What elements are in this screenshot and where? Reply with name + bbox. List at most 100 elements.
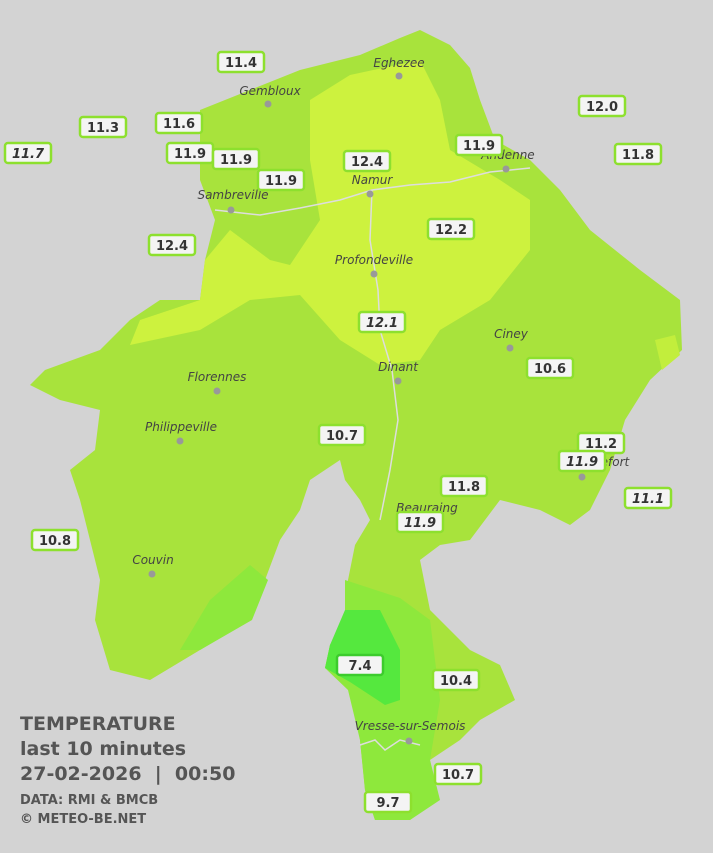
station-temp: 10.8 [39, 534, 71, 549]
station-temp: 11.1 [632, 492, 664, 507]
cool-zone [180, 565, 268, 650]
station-temp: 10.6 [534, 362, 566, 377]
town-dot [227, 206, 235, 214]
town-name: Florennes [188, 370, 247, 384]
warm-zone [130, 60, 530, 365]
station-box [426, 217, 476, 241]
station: 11.9 [395, 510, 445, 534]
station: 9.7 [363, 790, 413, 814]
subtitle: last 10 minutes [20, 738, 186, 760]
station-box [357, 310, 407, 334]
station: 7.4 [335, 653, 385, 677]
station-box [363, 790, 413, 814]
station-box [3, 141, 53, 165]
station: 10.8 [30, 528, 80, 552]
title: TEMPERATURE [20, 713, 176, 735]
station-box [147, 233, 197, 257]
station: 12.4 [342, 149, 392, 173]
station-box [613, 142, 663, 166]
town-dot [176, 437, 184, 445]
station: 11.9 [165, 141, 215, 165]
station-box [623, 486, 673, 510]
station-temp: 11.9 [463, 139, 495, 154]
station-temp: 12.4 [156, 239, 188, 254]
station: 11.9 [454, 133, 504, 157]
town-dot [264, 100, 272, 108]
station-temp: 11.2 [585, 437, 617, 452]
station-temp: 11.9 [265, 174, 297, 189]
station-box [525, 356, 575, 380]
river [369, 189, 399, 521]
town-dot [366, 190, 374, 198]
station-box [342, 149, 392, 173]
station: 12.1 [357, 310, 407, 334]
station-box [256, 168, 306, 192]
source: DATA: RMI & BMCB [20, 793, 158, 808]
station: 11.9 [557, 449, 607, 473]
station-box [30, 528, 80, 552]
town-name: Philippeville [145, 420, 217, 434]
station: 11.9 [211, 147, 261, 171]
town-name: Ciney [494, 327, 529, 341]
station-box [454, 133, 504, 157]
station-box [431, 668, 481, 692]
station-box [211, 147, 261, 171]
station-box [216, 50, 266, 74]
station-temp: 10.4 [440, 674, 472, 689]
town-dot [370, 270, 378, 278]
town-name: Sambreville [197, 188, 268, 202]
station-temp: 11.9 [220, 153, 252, 168]
town-name: Dinant [378, 360, 419, 374]
station: 11.7 [3, 141, 53, 165]
town-dot [213, 387, 221, 395]
town-name: Gembloux [239, 84, 301, 98]
town-dot [148, 570, 156, 578]
station: 11.6 [154, 111, 204, 135]
station-box [317, 423, 367, 447]
town-dot [395, 72, 403, 80]
station-box [557, 449, 607, 473]
station: 10.7 [433, 762, 483, 786]
station: 11.1 [623, 486, 673, 510]
town-dot [394, 377, 402, 385]
station-box [335, 653, 385, 677]
station-temp: 11.8 [622, 148, 654, 163]
station-temp: 12.2 [435, 223, 467, 238]
town-name: Vresse-sur-Semois [355, 719, 466, 733]
station-temp: 11.9 [174, 147, 206, 162]
station-temp: 12.4 [351, 155, 383, 170]
station: 11.4 [216, 50, 266, 74]
town-name: Couvin [132, 553, 173, 567]
town-dot [506, 344, 514, 352]
station-temp: 7.4 [348, 659, 371, 674]
station: 11.8 [439, 474, 489, 498]
station-temp: 11.3 [87, 121, 119, 136]
station-temp: 11.4 [225, 56, 257, 71]
station: 10.6 [525, 356, 575, 380]
station: 12.2 [426, 217, 476, 241]
station: 11.3 [78, 115, 128, 139]
station-temp: 11.8 [448, 480, 480, 495]
station: 11.9 [256, 168, 306, 192]
town-dot [502, 165, 510, 173]
station: 11.8 [613, 142, 663, 166]
station-temp: 9.7 [376, 796, 399, 811]
station: 10.4 [431, 668, 481, 692]
station-temp: 11.9 [404, 516, 436, 531]
town-dot [578, 473, 586, 481]
station-box [577, 94, 627, 118]
town-name: Eghezee [373, 56, 424, 70]
station-box [439, 474, 489, 498]
station-box [154, 111, 204, 135]
station: 12.4 [147, 233, 197, 257]
station-box [433, 762, 483, 786]
station-temp: 11.7 [12, 147, 45, 162]
warm-zone [655, 335, 680, 370]
station-temp: 12.1 [366, 316, 398, 331]
town-name: Profondeville [335, 253, 413, 267]
town-dot [405, 737, 413, 745]
station-temp: 11.9 [566, 455, 598, 470]
station-temp: 11.6 [163, 117, 195, 132]
